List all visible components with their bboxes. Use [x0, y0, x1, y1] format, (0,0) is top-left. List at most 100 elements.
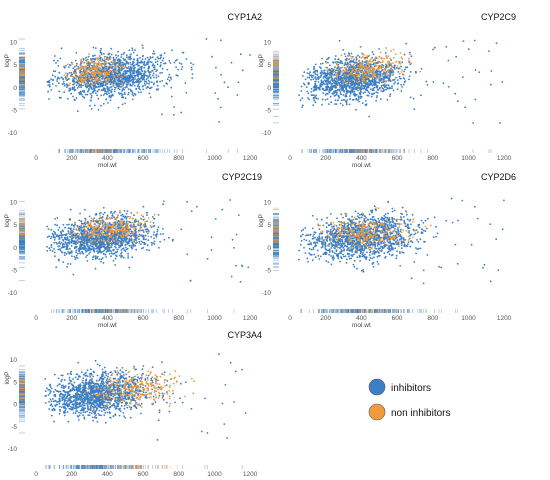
data-point — [142, 54, 145, 57]
data-point — [105, 229, 108, 232]
data-point — [46, 81, 49, 83]
data-point — [115, 56, 118, 59]
data-point — [108, 62, 110, 65]
data-point — [334, 66, 336, 68]
data-point — [138, 81, 141, 84]
data-point — [50, 246, 53, 249]
data-point — [161, 113, 163, 116]
data-point — [98, 258, 101, 261]
data-point — [352, 98, 355, 101]
data-point — [342, 80, 345, 83]
data-point — [409, 53, 411, 56]
data-point — [331, 86, 334, 88]
data-point — [116, 72, 119, 75]
data-point — [118, 88, 121, 91]
data-point — [148, 81, 151, 83]
data-point — [127, 223, 129, 225]
data-point — [100, 228, 102, 231]
x-tick-label: 800 — [173, 155, 184, 162]
data-point — [126, 220, 129, 223]
data-point — [308, 76, 311, 79]
data-point — [166, 78, 169, 81]
data-point — [380, 86, 383, 89]
y-tick-label: 0 — [267, 85, 271, 92]
data-point — [392, 66, 395, 69]
data-point — [386, 87, 389, 90]
data-point — [110, 236, 113, 238]
data-point — [156, 230, 159, 233]
data-point — [149, 76, 152, 79]
data-point — [102, 89, 105, 91]
data-point — [315, 85, 317, 88]
data-point — [341, 104, 344, 107]
data-point — [130, 230, 133, 233]
data-point — [149, 87, 152, 89]
data-point — [192, 63, 195, 66]
data-point — [326, 98, 329, 100]
data-point — [345, 87, 347, 90]
data-point — [145, 230, 148, 233]
data-point — [118, 246, 120, 249]
data-point — [90, 230, 92, 233]
data-point — [80, 58, 82, 61]
data-point — [210, 249, 213, 251]
data-point — [191, 77, 194, 80]
data-point — [396, 88, 399, 91]
data-point — [90, 68, 93, 71]
data-point — [348, 103, 351, 106]
data-point — [121, 96, 123, 99]
data-point — [91, 64, 93, 67]
data-point — [178, 62, 181, 64]
data-point — [391, 65, 393, 68]
x-tick-label: 200 — [66, 315, 77, 322]
data-point — [97, 85, 100, 88]
data-point — [171, 49, 174, 51]
data-point — [147, 76, 150, 79]
data-point — [79, 92, 81, 95]
data-point — [158, 246, 160, 249]
data-point — [190, 62, 192, 64]
y-tick-label: -5 — [11, 267, 17, 274]
data-point — [91, 258, 94, 261]
data-point — [371, 60, 374, 63]
data-point — [125, 212, 128, 215]
data-point — [141, 241, 144, 244]
data-point — [120, 218, 123, 221]
data-point — [125, 216, 127, 219]
data-point — [122, 74, 125, 76]
data-point — [386, 70, 389, 73]
data-point — [67, 251, 69, 253]
data-point — [400, 71, 403, 73]
data-point — [48, 85, 51, 88]
data-point — [122, 53, 125, 55]
data-point — [86, 235, 89, 238]
data-point — [131, 78, 134, 81]
data-point — [83, 248, 85, 251]
data-point — [350, 66, 352, 68]
data-point — [75, 72, 77, 75]
data-point — [150, 241, 153, 244]
data-point — [375, 86, 378, 88]
data-point — [69, 218, 71, 220]
data-point — [385, 55, 388, 58]
data-point — [162, 57, 165, 60]
data-point — [328, 103, 330, 105]
data-point — [121, 238, 124, 241]
data-point — [299, 99, 302, 102]
data-point — [344, 61, 347, 63]
y-tick-label: 10 — [10, 200, 18, 207]
data-point — [90, 61, 93, 64]
data-point — [80, 83, 83, 86]
data-point — [60, 96, 62, 99]
data-point — [88, 74, 90, 77]
data-point — [116, 251, 119, 253]
data-point — [196, 205, 198, 208]
data-point — [341, 81, 344, 84]
data-point — [126, 234, 129, 237]
data-point — [380, 56, 383, 59]
data-point — [132, 51, 135, 54]
data-point — [376, 57, 379, 60]
data-point — [101, 78, 103, 80]
data-point — [58, 248, 61, 251]
data-point — [376, 92, 379, 94]
